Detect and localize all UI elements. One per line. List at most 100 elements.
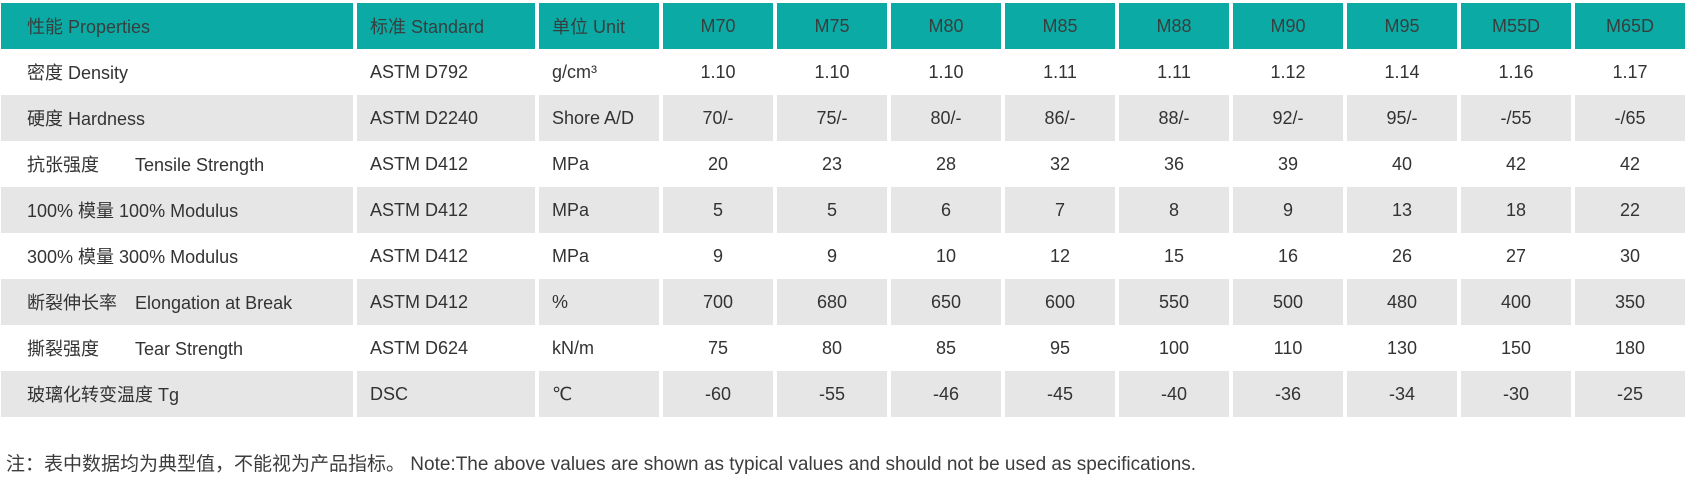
cell-value: -60 bbox=[659, 371, 773, 417]
cell-value: 1.14 bbox=[1343, 49, 1457, 95]
cell-value: 80 bbox=[773, 325, 887, 371]
cell-value: -30 bbox=[1457, 371, 1571, 417]
cell-standard: DSC bbox=[353, 371, 535, 417]
cell-property: 撕裂强度 Tear Strength bbox=[1, 325, 353, 371]
cell-value: 28 bbox=[887, 141, 1001, 187]
table-row: 撕裂强度 Tear Strength ASTM D624 kN/m 75 80 85 95 1… bbox=[1, 325, 1685, 371]
cell-value: 600 bbox=[1001, 279, 1115, 325]
column-header: M95 bbox=[1343, 3, 1457, 49]
table-row: 密度 Density ASTM D792 g/cm³ 1.10 1.10 1.10 1.11… bbox=[1, 49, 1685, 95]
cell-unit: ℃ bbox=[535, 371, 659, 417]
cell-value: 42 bbox=[1571, 141, 1685, 187]
cell-value: 6 bbox=[887, 187, 1001, 233]
cell-value: 5 bbox=[773, 187, 887, 233]
cell-standard: ASTM D412 bbox=[353, 279, 535, 325]
cell-property: 硬度 Hardness bbox=[1, 95, 353, 141]
cell-value: -36 bbox=[1229, 371, 1343, 417]
cell-standard: ASTM D792 bbox=[353, 49, 535, 95]
cell-unit: MPa bbox=[535, 141, 659, 187]
cell-value: -34 bbox=[1343, 371, 1457, 417]
cell-value: -46 bbox=[887, 371, 1001, 417]
cell-value: 40 bbox=[1343, 141, 1457, 187]
cell-value: -/55 bbox=[1457, 95, 1571, 141]
column-header: M75 bbox=[773, 3, 887, 49]
cell-value: 650 bbox=[887, 279, 1001, 325]
cell-value: 5 bbox=[659, 187, 773, 233]
properties-table: 性能 Properties 标准 Standard 单位 Unit M70 M75 M80… bbox=[1, 3, 1685, 417]
cell-property: 100% 模量 100% Modulus bbox=[1, 187, 353, 233]
cell-value: 13 bbox=[1343, 187, 1457, 233]
cell-value: 700 bbox=[659, 279, 773, 325]
cell-standard: ASTM D412 bbox=[353, 187, 535, 233]
cell-value: 1.11 bbox=[1115, 49, 1229, 95]
column-header: M80 bbox=[887, 3, 1001, 49]
cell-value: 110 bbox=[1229, 325, 1343, 371]
cell-value: 20 bbox=[659, 141, 773, 187]
cell-value: 8 bbox=[1115, 187, 1229, 233]
column-header: M85 bbox=[1001, 3, 1115, 49]
cell-value: 9 bbox=[659, 233, 773, 279]
cell-value: 1.10 bbox=[887, 49, 1001, 95]
cell-unit: % bbox=[535, 279, 659, 325]
cell-value: 16 bbox=[1229, 233, 1343, 279]
cell-unit: MPa bbox=[535, 233, 659, 279]
cell-unit: g/cm³ bbox=[535, 49, 659, 95]
cell-value: 85 bbox=[887, 325, 1001, 371]
cell-value: 95 bbox=[1001, 325, 1115, 371]
cell-value: 18 bbox=[1457, 187, 1571, 233]
cell-value: 1.17 bbox=[1571, 49, 1685, 95]
cell-unit: kN/m bbox=[535, 325, 659, 371]
table-row: 抗张强度 Tensile Strength ASTM D412 MPa 20 23 28 3… bbox=[1, 141, 1685, 187]
footnote: 注：表中数据均为典型值，不能视为产品指标。 Note:The above val… bbox=[6, 454, 1197, 475]
column-header: M88 bbox=[1115, 3, 1229, 49]
cell-standard: ASTM D2240 bbox=[353, 95, 535, 141]
cell-value: 1.10 bbox=[773, 49, 887, 95]
cell-value: 70/- bbox=[659, 95, 773, 141]
cell-value: 350 bbox=[1571, 279, 1685, 325]
cell-value: 1.16 bbox=[1457, 49, 1571, 95]
cell-value: 9 bbox=[773, 233, 887, 279]
table-row: 断裂伸长率 Elongation at Break ASTM D412% 700 68… bbox=[1, 279, 1685, 325]
table-body: 密度 Density ASTM D792 g/cm³ 1.10 1.10 1.10 1.11… bbox=[1, 49, 1685, 417]
header-row: 性能 Properties 标准 Standard 单位 Unit M70 M75 M80… bbox=[1, 3, 1685, 49]
cell-value: 680 bbox=[773, 279, 887, 325]
cell-value: 1.11 bbox=[1001, 49, 1115, 95]
cell-property: 断裂伸长率 Elongation at Break bbox=[1, 279, 353, 325]
cell-value: 15 bbox=[1115, 233, 1229, 279]
cell-value: 32 bbox=[1001, 141, 1115, 187]
column-header: 标准 Standard bbox=[353, 3, 535, 49]
cell-value: -25 bbox=[1571, 371, 1685, 417]
cell-value: 100 bbox=[1115, 325, 1229, 371]
cell-value: 39 bbox=[1229, 141, 1343, 187]
cell-value: 7 bbox=[1001, 187, 1115, 233]
cell-property: 抗张强度 Tensile Strength bbox=[1, 141, 353, 187]
table-header: 性能 Properties 标准 Standard 单位 Unit M70 M75 M80… bbox=[1, 3, 1685, 49]
column-header: M90 bbox=[1229, 3, 1343, 49]
table-row: 100% 模量 100% Modulus ASTM D412 MPa 5 5 6 7 8 9 13… bbox=[1, 187, 1685, 233]
column-header: 单位 Unit bbox=[535, 3, 659, 49]
cell-value: 95/- bbox=[1343, 95, 1457, 141]
table-row: 300% 模量 300% Modulus ASTM D412 MPa 9 9 10 12 15… bbox=[1, 233, 1685, 279]
table-row: 硬度 Hardness ASTM D2240 Shore A/D 70/- 75/- 80… bbox=[1, 95, 1685, 141]
cell-value: -/65 bbox=[1571, 95, 1685, 141]
cell-property: 300% 模量 300% Modulus bbox=[1, 233, 353, 279]
cell-value: 26 bbox=[1343, 233, 1457, 279]
cell-property: 密度 Density bbox=[1, 49, 353, 95]
cell-value: 22 bbox=[1571, 187, 1685, 233]
cell-value: 500 bbox=[1229, 279, 1343, 325]
table-row: 玻璃化转变温度 Tg DSC ℃ -60 -55 -46 -45 -40 -36 -34 -30 -2… bbox=[1, 371, 1685, 417]
cell-value: 480 bbox=[1343, 279, 1457, 325]
cell-value: 27 bbox=[1457, 233, 1571, 279]
cell-value: 1.10 bbox=[659, 49, 773, 95]
cell-unit: MPa bbox=[535, 187, 659, 233]
cell-property: 玻璃化转变温度 Tg bbox=[1, 371, 353, 417]
cell-value: 550 bbox=[1115, 279, 1229, 325]
cell-value: 180 bbox=[1571, 325, 1685, 371]
cell-value: 130 bbox=[1343, 325, 1457, 371]
cell-standard: ASTM D412 bbox=[353, 141, 535, 187]
cell-value: 30 bbox=[1571, 233, 1685, 279]
cell-value: 88/- bbox=[1115, 95, 1229, 141]
cell-value: 75/- bbox=[773, 95, 887, 141]
cell-value: 9 bbox=[1229, 187, 1343, 233]
